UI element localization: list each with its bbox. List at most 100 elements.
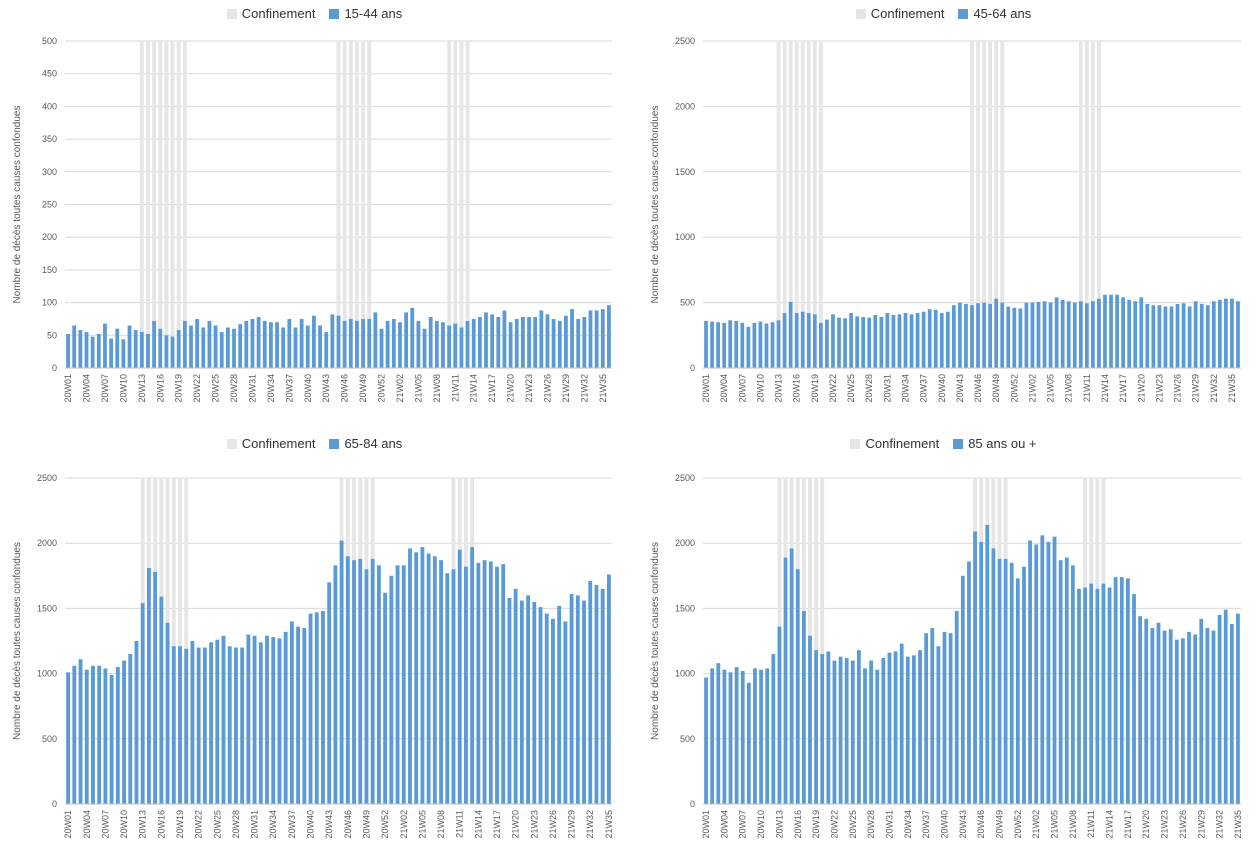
x-tick-label: 21W05 xyxy=(413,374,423,403)
lockdown-bar xyxy=(776,41,781,368)
data-bar xyxy=(594,584,599,804)
data-bar xyxy=(91,665,95,804)
data-bar xyxy=(1224,298,1228,368)
data-bar xyxy=(367,318,372,368)
y-tick-label: 100 xyxy=(42,298,57,308)
y-axis-label: Nombre de décès toutes causes confondues xyxy=(12,542,23,740)
x-tick-label: 20W46 xyxy=(976,810,986,839)
data-bar xyxy=(544,613,549,804)
x-tick-label: 21W02 xyxy=(1031,810,1041,839)
data-bar xyxy=(1236,613,1240,804)
data-bar xyxy=(1168,629,1173,804)
lockdown-bar xyxy=(453,41,458,368)
data-bar xyxy=(1119,577,1124,804)
data-bar xyxy=(476,562,481,804)
data-bar xyxy=(1163,306,1168,368)
data-bar xyxy=(490,314,495,368)
data-bar xyxy=(410,307,415,368)
data-bar xyxy=(465,320,470,368)
legend: Confinement 65-84 ans xyxy=(0,436,629,451)
data-bar xyxy=(434,320,439,368)
x-tick-label: 20W04 xyxy=(82,810,92,839)
data-bar xyxy=(1133,301,1138,368)
data-bar xyxy=(128,654,133,804)
data-bar xyxy=(293,327,298,368)
data-bar xyxy=(710,321,714,368)
x-tick-label: 20W40 xyxy=(303,374,313,403)
x-tick-label: 20W04 xyxy=(719,810,729,839)
data-bar xyxy=(795,569,800,804)
legend-item-confinement: Confinement xyxy=(850,436,939,451)
data-bar xyxy=(958,302,962,368)
data-bar xyxy=(849,313,853,368)
data-bar xyxy=(563,621,568,804)
lockdown-bar xyxy=(465,41,470,368)
x-tick-label: 21W17 xyxy=(1118,374,1128,403)
data-bar xyxy=(734,667,739,804)
y-tick-label: 0 xyxy=(690,799,695,809)
data-bar xyxy=(1150,627,1155,804)
x-tick-label: 21W08 xyxy=(1064,374,1074,403)
chart-svg: 0 500 1000 1500 2000 2500 Nombre de décès tout… xyxy=(650,36,1241,403)
x-tick-label: 20W46 xyxy=(343,810,353,839)
x-tick-label: 21W26 xyxy=(1173,374,1183,403)
data-bar xyxy=(1109,294,1113,368)
legend-swatch-series xyxy=(953,438,964,449)
x-tick-label: 21W23 xyxy=(1154,374,1164,403)
data-bar xyxy=(1230,298,1234,368)
x-tick-label: 20W22 xyxy=(194,810,204,839)
y-tick-label: 500 xyxy=(680,298,695,308)
data-bar xyxy=(281,327,286,368)
data-bar xyxy=(299,318,304,368)
x-tick-label: 20W10 xyxy=(756,810,766,839)
data-bar xyxy=(1162,630,1167,804)
data-bar xyxy=(1084,303,1089,368)
data-bar xyxy=(921,311,926,368)
x-tick-label: 20W25 xyxy=(211,374,221,403)
data-bar xyxy=(1169,306,1174,368)
data-bar xyxy=(979,541,984,804)
data-bar xyxy=(287,318,292,368)
data-bar xyxy=(1115,294,1119,368)
x-tick-label: 21W08 xyxy=(432,374,442,403)
data-bar xyxy=(918,650,922,804)
y-tick-label: 1000 xyxy=(675,232,695,242)
data-bar xyxy=(837,317,841,368)
data-bar xyxy=(364,569,369,804)
x-tick-label: 20W07 xyxy=(100,374,110,403)
data-bar xyxy=(1205,627,1210,804)
data-bar xyxy=(277,638,282,804)
data-bar xyxy=(358,558,363,804)
data-bar xyxy=(385,320,390,368)
chart-svg: 0 50 100 150 200 250 300 350 400 450 500 Nombre de … xyxy=(12,36,612,403)
data-bar xyxy=(897,314,902,368)
data-bar xyxy=(262,320,267,368)
data-bar xyxy=(165,622,170,804)
data-bar xyxy=(1052,536,1057,804)
lockdown-bar xyxy=(361,41,365,368)
data-bar xyxy=(373,312,378,368)
data-bar xyxy=(184,648,189,804)
data-bar xyxy=(1181,638,1185,804)
y-tick-label: 250 xyxy=(42,200,57,210)
data-bar xyxy=(1229,624,1234,804)
data-bar xyxy=(994,298,999,368)
data-bar xyxy=(973,531,977,804)
data-bar xyxy=(1040,535,1045,804)
data-bar xyxy=(202,647,207,804)
data-bar xyxy=(401,565,406,804)
data-bar xyxy=(954,611,959,804)
data-bar xyxy=(1101,583,1106,804)
x-tick-label: 21W08 xyxy=(1068,810,1078,839)
data-bar xyxy=(1064,557,1069,804)
data-bar xyxy=(1015,578,1020,804)
data-bar xyxy=(190,641,195,804)
lockdown-bar xyxy=(139,41,144,368)
data-bar xyxy=(557,320,562,368)
data-bar xyxy=(826,651,831,804)
data-bar xyxy=(1151,305,1156,368)
data-bar xyxy=(519,600,524,804)
y-tick-label: 1500 xyxy=(37,603,57,613)
data-bar xyxy=(752,322,757,368)
y-tick-label: 1000 xyxy=(675,669,695,679)
